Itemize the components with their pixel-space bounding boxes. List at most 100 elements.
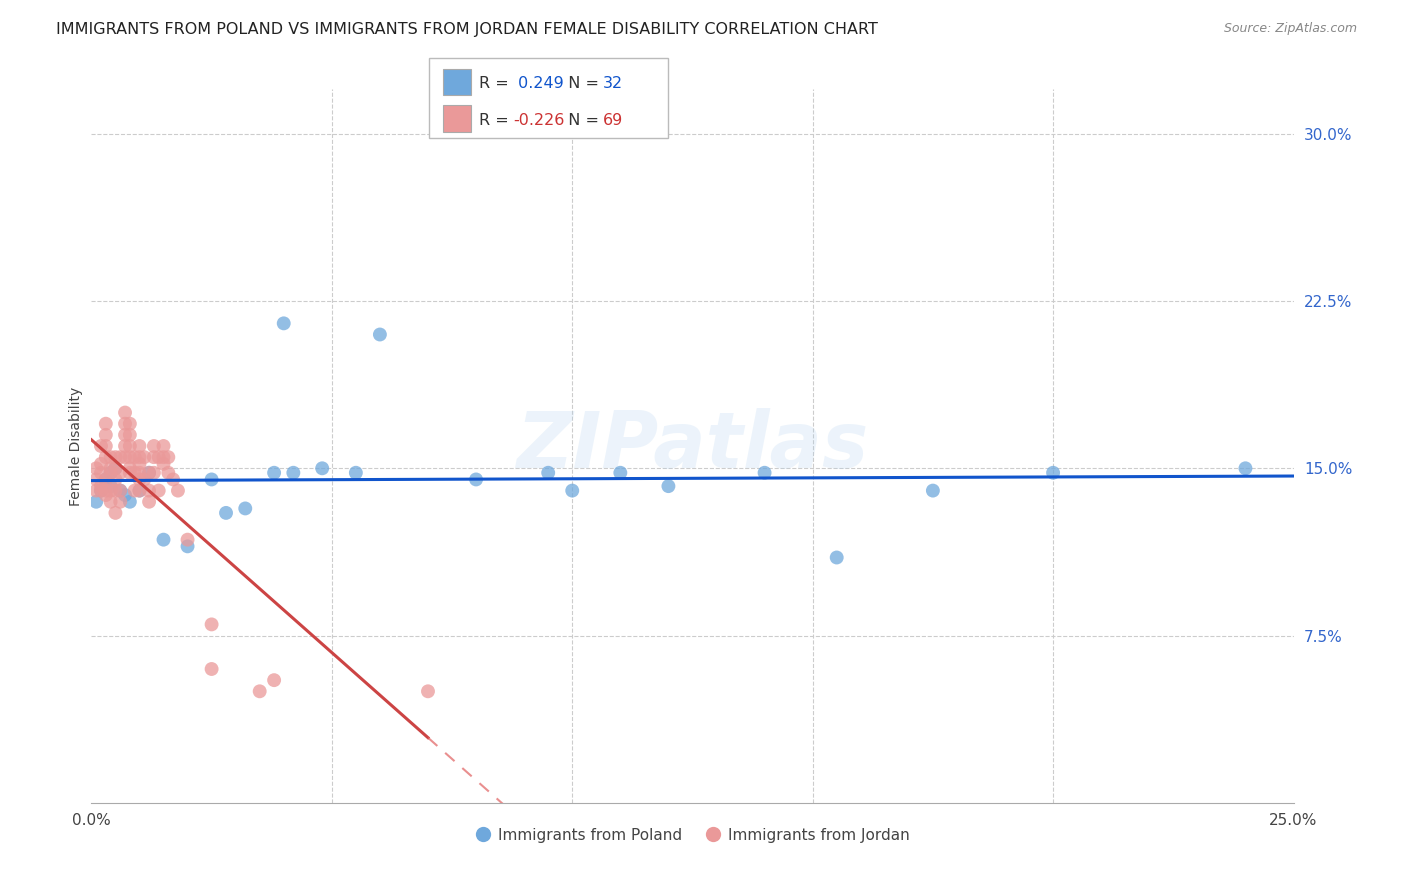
- Point: [157, 450, 180, 464]
- Text: 0.249: 0.249: [513, 76, 564, 91]
- Point: [561, 483, 583, 498]
- Point: [94, 450, 117, 464]
- Point: [94, 439, 117, 453]
- Point: [1234, 461, 1257, 475]
- Point: [124, 466, 146, 480]
- Point: [110, 494, 132, 508]
- Text: N =: N =: [558, 113, 605, 128]
- Point: [142, 439, 165, 453]
- Point: [176, 539, 198, 553]
- Point: [142, 450, 165, 464]
- Text: 32: 32: [603, 76, 623, 91]
- Text: IMMIGRANTS FROM POLAND VS IMMIGRANTS FROM JORDAN FEMALE DISABILITY CORRELATION C: IMMIGRANTS FROM POLAND VS IMMIGRANTS FRO…: [56, 22, 879, 37]
- Point: [90, 439, 112, 453]
- Point: [84, 461, 107, 475]
- Point: [148, 483, 170, 498]
- Point: [114, 488, 136, 502]
- Point: [100, 461, 122, 475]
- Point: [167, 483, 190, 498]
- Point: [124, 483, 146, 498]
- Point: [118, 461, 141, 475]
- Point: [104, 506, 127, 520]
- Point: [754, 466, 776, 480]
- Point: [128, 439, 150, 453]
- Point: [162, 473, 184, 487]
- Point: [114, 450, 136, 464]
- Point: [138, 494, 160, 508]
- Point: [233, 501, 256, 516]
- Point: [283, 466, 305, 480]
- Point: [215, 506, 238, 520]
- Y-axis label: Female Disability: Female Disability: [69, 386, 83, 506]
- Point: [263, 673, 285, 687]
- Point: [94, 473, 117, 487]
- Point: [201, 473, 224, 487]
- Point: [90, 457, 112, 471]
- Point: [94, 417, 117, 431]
- Point: [922, 483, 945, 498]
- Point: [128, 450, 150, 464]
- Point: [201, 617, 224, 632]
- Point: [152, 533, 174, 547]
- Point: [84, 483, 107, 498]
- Point: [90, 466, 112, 480]
- Text: -0.226: -0.226: [513, 113, 565, 128]
- Point: [100, 466, 122, 480]
- Point: [152, 457, 174, 471]
- Point: [138, 466, 160, 480]
- Point: [124, 450, 146, 464]
- Point: [114, 405, 136, 419]
- Text: 69: 69: [603, 113, 623, 128]
- Point: [134, 473, 156, 487]
- Point: [263, 466, 285, 480]
- Point: [311, 461, 333, 475]
- Point: [100, 466, 122, 480]
- Point: [152, 450, 174, 464]
- Point: [201, 662, 224, 676]
- Point: [94, 473, 117, 487]
- Text: N =: N =: [558, 76, 605, 91]
- Point: [416, 684, 439, 698]
- Point: [128, 466, 150, 480]
- Point: [110, 450, 132, 464]
- Point: [344, 466, 367, 480]
- Point: [537, 466, 560, 480]
- Text: Source: ZipAtlas.com: Source: ZipAtlas.com: [1223, 22, 1357, 36]
- Point: [94, 483, 117, 498]
- Point: [134, 450, 156, 464]
- Point: [1042, 466, 1064, 480]
- Point: [118, 450, 141, 464]
- Point: [104, 461, 127, 475]
- Point: [142, 466, 165, 480]
- Point: [118, 427, 141, 442]
- Point: [118, 439, 141, 453]
- Point: [110, 466, 132, 480]
- Point: [176, 533, 198, 547]
- Point: [90, 479, 112, 493]
- Point: [128, 457, 150, 471]
- Point: [118, 494, 141, 508]
- Point: [114, 439, 136, 453]
- Point: [138, 466, 160, 480]
- Point: [657, 479, 679, 493]
- Text: R =: R =: [479, 113, 515, 128]
- Point: [100, 479, 122, 493]
- Point: [90, 483, 112, 498]
- Point: [273, 316, 295, 330]
- Point: [104, 450, 127, 464]
- Point: [100, 483, 122, 498]
- Point: [84, 473, 107, 487]
- Point: [368, 327, 391, 342]
- Legend: Immigrants from Poland, Immigrants from Jordan: Immigrants from Poland, Immigrants from …: [470, 822, 915, 848]
- Point: [118, 417, 141, 431]
- Point: [128, 473, 150, 487]
- Point: [110, 483, 132, 498]
- Point: [104, 483, 127, 498]
- Point: [152, 439, 174, 453]
- Text: R =: R =: [479, 76, 515, 91]
- Point: [609, 466, 631, 480]
- Point: [84, 494, 107, 508]
- Point: [138, 483, 160, 498]
- Point: [100, 494, 122, 508]
- Point: [104, 461, 127, 475]
